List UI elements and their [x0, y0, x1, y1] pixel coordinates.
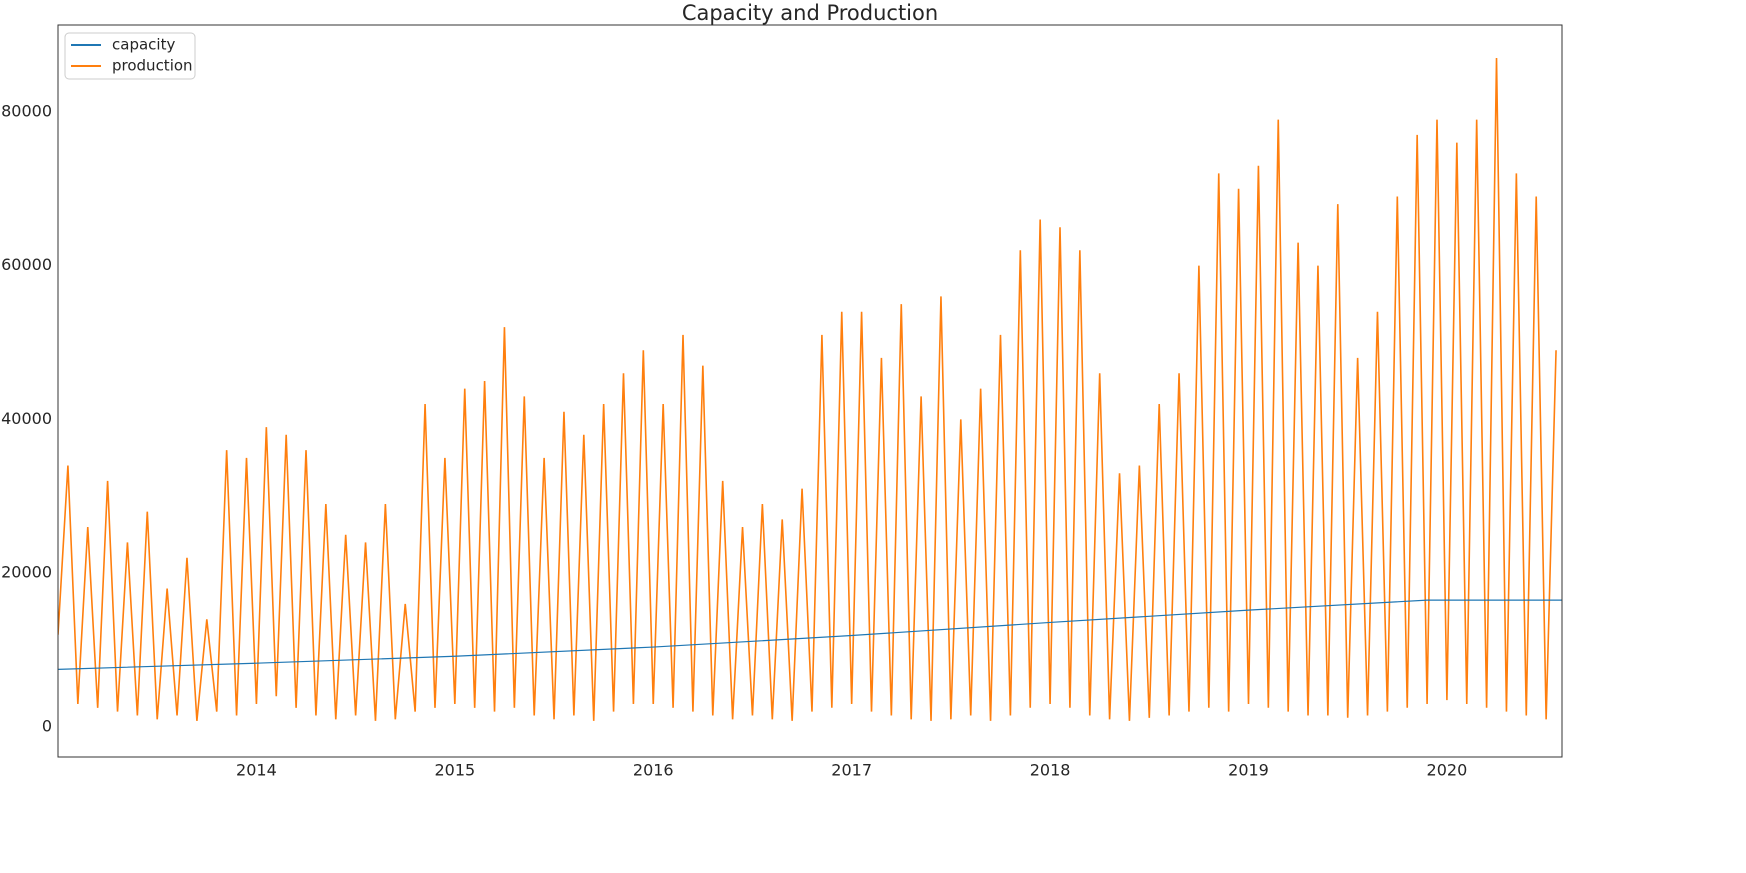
legend: capacity production	[64, 32, 196, 80]
x-tick-label: 2020	[1427, 761, 1468, 780]
y-tick-label: 0	[42, 717, 52, 736]
chart-title: Capacity and Production	[682, 1, 938, 25]
x-tick-label: 2018	[1030, 761, 1071, 780]
plot-frame	[57, 24, 1563, 758]
x-tick-label: 2017	[831, 761, 872, 780]
y-tick-label: 80000	[1, 101, 52, 120]
y-tick-label: 40000	[1, 409, 52, 428]
legend-label: capacity	[112, 36, 175, 54]
y-tick-label: 20000	[1, 563, 52, 582]
x-tick-label: 2019	[1228, 761, 1269, 780]
x-tick-label: 2015	[434, 761, 475, 780]
series-line	[58, 599, 1562, 670]
series-line	[58, 58, 1557, 721]
legend-label: production	[112, 57, 193, 75]
y-tick-label: 60000	[1, 255, 52, 274]
x-tick-label: 2014	[236, 761, 277, 780]
x-tick-label: 2016	[633, 761, 674, 780]
